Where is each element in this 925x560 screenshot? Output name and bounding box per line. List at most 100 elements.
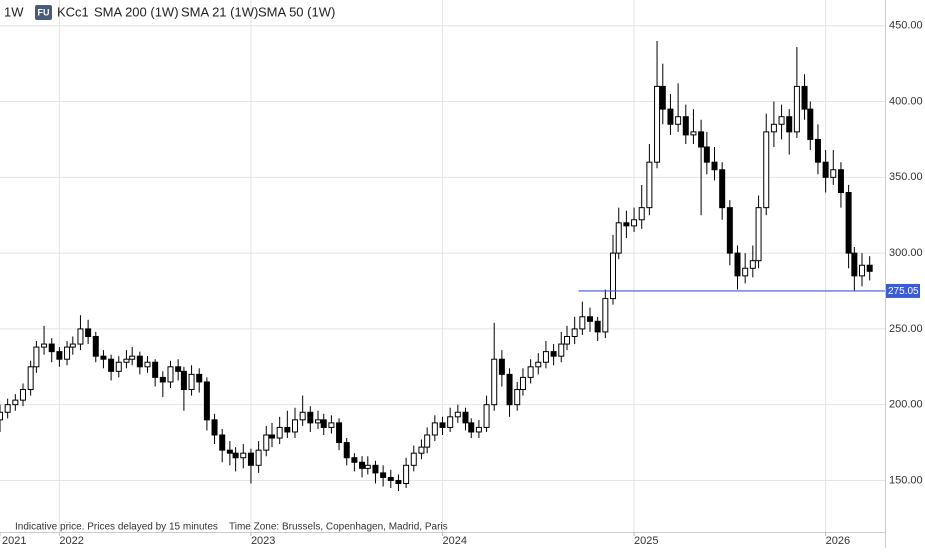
- x-tick-label: 2024: [443, 535, 467, 547]
- candle-body: [475, 426, 482, 433]
- candle-body: [698, 131, 705, 148]
- candle-body: [454, 411, 461, 418]
- candle-body: [822, 161, 829, 178]
- candle-body: [269, 434, 276, 439]
- candle-body: [690, 131, 697, 136]
- candle-body: [108, 358, 115, 372]
- candle-body: [447, 416, 454, 428]
- candle-body: [793, 85, 800, 133]
- candle-body: [203, 381, 210, 421]
- candle-body: [468, 422, 475, 433]
- candle-body: [623, 222, 630, 227]
- candle-body: [778, 116, 785, 125]
- y-tick-label: 150.00: [889, 474, 923, 486]
- candle-body: [403, 464, 410, 484]
- candle-body: [387, 476, 394, 481]
- candle-body: [0, 411, 3, 421]
- candle-body: [263, 434, 270, 451]
- candle-body: [307, 411, 314, 424]
- y-tick-label: 250.00: [889, 323, 923, 335]
- candle-body: [115, 361, 122, 372]
- candle-body: [27, 366, 34, 391]
- candle-body: [359, 461, 366, 469]
- candle-body: [12, 399, 19, 406]
- y-tick-label: 400.00: [889, 95, 923, 107]
- candle-body: [410, 452, 417, 466]
- candle-body: [859, 264, 866, 277]
- candle-body: [152, 361, 159, 378]
- candle-body: [609, 252, 616, 300]
- candle-body: [211, 419, 218, 436]
- candle-body: [232, 452, 239, 459]
- candle-body: [558, 343, 565, 357]
- candle-body: [602, 298, 609, 333]
- price-label: 275.05: [888, 286, 919, 297]
- candle-body: [292, 419, 298, 433]
- candle-body: [159, 376, 166, 383]
- symbol[interactable]: KCc1: [57, 4, 89, 19]
- y-tick-label: 350.00: [889, 171, 923, 183]
- candle-body: [351, 457, 358, 463]
- candle-body: [742, 267, 749, 277]
- candle-body: [579, 316, 586, 330]
- candle-body: [69, 343, 76, 348]
- candle-body: [542, 351, 549, 363]
- y-tick-label: 450.00: [889, 20, 923, 32]
- candle-body: [175, 366, 182, 372]
- candle-body: [247, 452, 254, 466]
- interval[interactable]: 1W: [4, 4, 24, 19]
- candle-body: [755, 207, 762, 262]
- candle-body: [726, 207, 733, 254]
- candle-body: [491, 358, 498, 406]
- candle-body: [749, 260, 756, 269]
- candle-body: [343, 442, 350, 459]
- candle-body: [92, 335, 99, 357]
- badge: FU: [38, 7, 50, 17]
- candle-body: [123, 358, 130, 363]
- candle-body: [786, 116, 793, 133]
- x-tick-label: 2021: [2, 535, 26, 547]
- candle-body: [33, 346, 40, 368]
- candle-body: [439, 422, 446, 428]
- x-tick-label: 2022: [59, 535, 83, 547]
- candle-body: [646, 161, 653, 209]
- candle-body: [167, 366, 174, 383]
- note: Time Zone: Brussels, Copenhagen, Madrid,…: [229, 522, 448, 533]
- candle-body: [372, 464, 379, 474]
- candle-body: [188, 373, 195, 391]
- candle-body: [638, 207, 645, 221]
- candle-body: [424, 434, 431, 448]
- candle-body: [830, 169, 837, 178]
- candle-body: [328, 422, 335, 428]
- note: Indicative price. Prices delayed by 15 m…: [15, 522, 218, 533]
- candle-body: [284, 426, 291, 433]
- candle-body: [506, 373, 513, 406]
- candle-body: [631, 219, 638, 227]
- candle-body: [41, 343, 48, 348]
- candle-body: [395, 479, 402, 484]
- candle-body: [866, 264, 873, 272]
- candle-body: [336, 422, 343, 444]
- candle-body: [462, 411, 469, 424]
- candle-body: [364, 464, 371, 469]
- indicator[interactable]: SMA 200 (1W): [94, 4, 179, 19]
- candle-body: [314, 419, 321, 424]
- candle-body: [587, 316, 593, 322]
- indicator[interactable]: SMA 50 (1W): [258, 4, 335, 19]
- candle-body: [418, 446, 425, 454]
- candle-body: [129, 355, 136, 360]
- candle-body: [519, 376, 526, 391]
- candle-body: [659, 85, 666, 110]
- candle-body: [180, 370, 187, 391]
- candle-body: [219, 434, 226, 451]
- candle-body: [615, 222, 622, 254]
- candle-body: [770, 123, 777, 133]
- candle-body: [571, 328, 578, 337]
- candle-body: [4, 404, 11, 413]
- candle-body: [837, 169, 844, 193]
- candle-body: [801, 85, 808, 110]
- candle-body: [711, 161, 718, 171]
- indicator[interactable]: SMA 21 (1W): [181, 4, 258, 19]
